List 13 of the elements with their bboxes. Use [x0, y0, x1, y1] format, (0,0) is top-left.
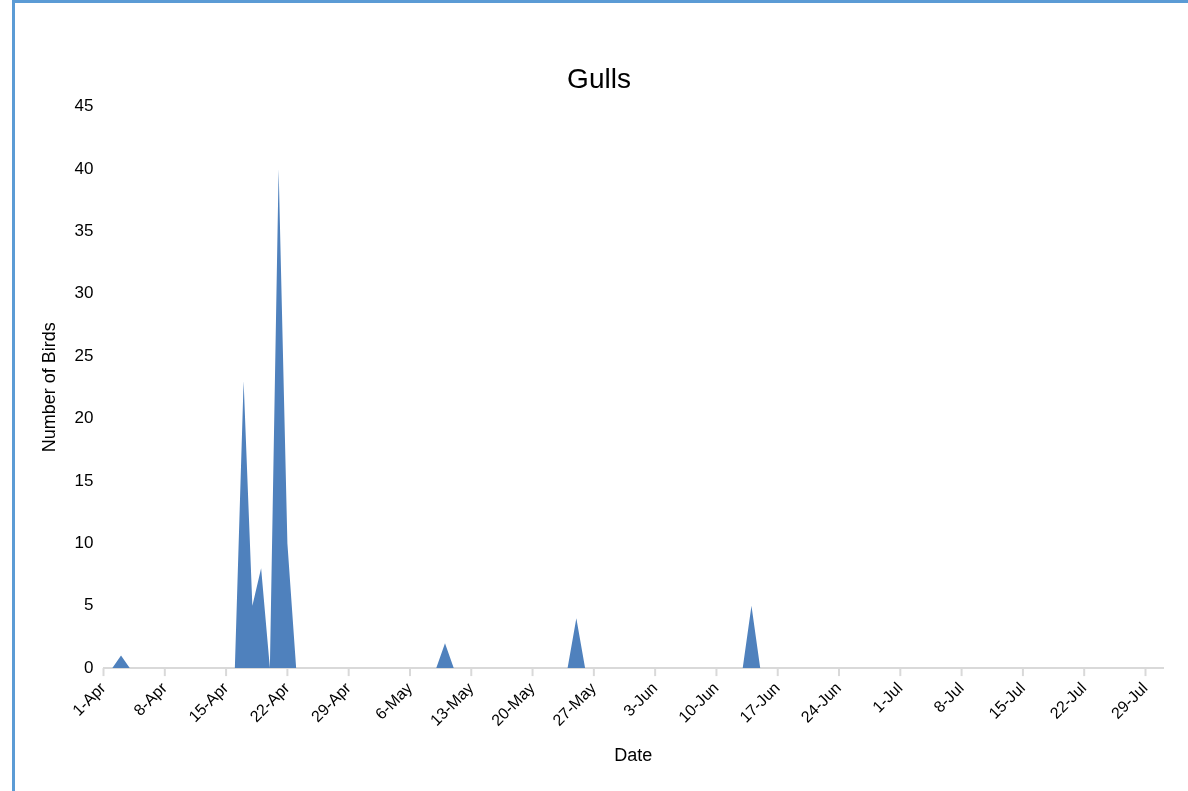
y-tick-label: 25	[74, 345, 94, 365]
y-axis-title: Number of Birds	[38, 322, 59, 453]
y-tick-label: 35	[74, 221, 94, 241]
chart-title: Gulls	[567, 62, 631, 94]
y-tick-label: 20	[74, 408, 94, 428]
y-tick-label: 30	[74, 283, 94, 303]
y-tick-label: 15	[74, 470, 94, 490]
y-tick-label: 40	[74, 158, 94, 178]
y-tick-label: 10	[74, 533, 94, 553]
y-tick-label: 5	[84, 595, 94, 615]
y-tick-label: 0	[84, 657, 94, 677]
y-tick-label: 45	[74, 96, 94, 116]
x-axis-title: Date	[614, 745, 653, 766]
